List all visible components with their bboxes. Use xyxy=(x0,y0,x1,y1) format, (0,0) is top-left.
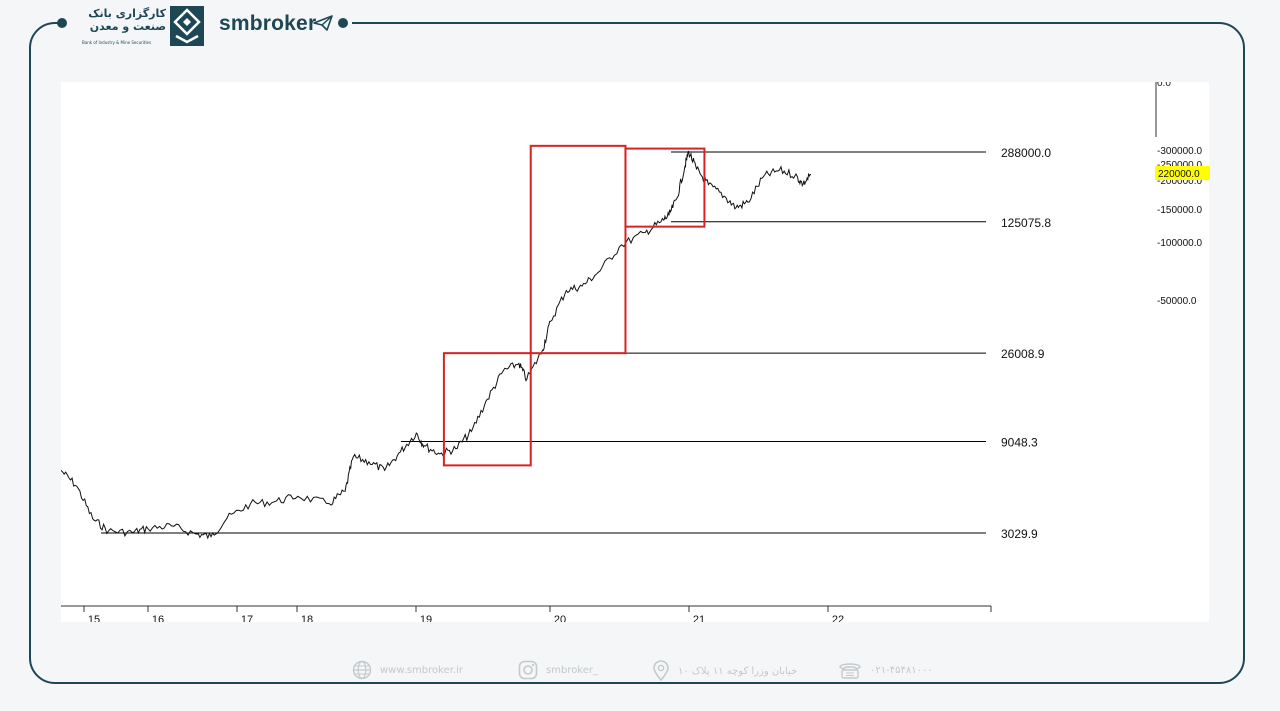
header-dot-left xyxy=(57,18,67,28)
location-pin-icon xyxy=(653,660,669,682)
x-tick-label: 15 xyxy=(88,614,100,622)
chart-panel: 288000.0 125075.8 26008.9 9048.3 3029.9 15 16 1… xyxy=(61,82,1209,622)
right-scale-label: -100000.0 xyxy=(1157,238,1202,249)
right-scale-label: -300000.0 xyxy=(1157,146,1202,157)
footer-website[interactable]: www.smbroker.ir xyxy=(352,660,463,680)
telephone-icon xyxy=(839,663,861,679)
x-tick-label: 21 xyxy=(693,614,705,622)
x-tick-label: 22 xyxy=(832,614,844,622)
last-price-label: 220000.0 xyxy=(1158,169,1200,180)
instagram-icon xyxy=(518,660,538,680)
footer: www.smbroker.ir smbroker_ خیابان وزرا کو… xyxy=(0,656,1280,682)
bank-name: کارگزاری بانک صنعت و معدن xyxy=(82,8,166,32)
paper-plane-icon xyxy=(313,15,333,31)
highlight-box xyxy=(442,352,532,467)
bank-logo: کارگزاری بانک صنعت و معدن Bank of Indust… xyxy=(82,6,204,46)
bank-name-line2: صنعت و معدن xyxy=(89,20,166,33)
globe-icon xyxy=(352,660,372,680)
x-tick-label: 16 xyxy=(152,614,164,622)
level-label: 288000.0 xyxy=(1001,146,1051,160)
level-label: 125075.8 xyxy=(1001,216,1051,230)
right-scale-label: -250000.0 xyxy=(1157,160,1202,171)
right-scale-label: 0.0 xyxy=(1157,82,1171,89)
highlight-box xyxy=(529,144,627,355)
right-price-scale: 0.0 -300000.0 -250000.0 -200000.0 -150000.0 -… xyxy=(1155,82,1210,307)
header-gap xyxy=(62,8,352,38)
bank-emblem-icon xyxy=(170,6,204,46)
page-frame xyxy=(29,22,1245,684)
footer-phone[interactable]: ۰۲۱-۴۵۴۸۱۰۰۰ xyxy=(838,660,933,680)
level-label: 26008.9 xyxy=(1001,347,1045,361)
address-text: خیابان وزرا کوچه ۱۱ پلاک ۱۰ xyxy=(678,665,798,677)
right-scale-label: -50000.0 xyxy=(1157,296,1197,307)
price-series-line xyxy=(61,150,811,540)
x-tick-label: 20 xyxy=(554,614,566,622)
instagram-text: smbroker_ xyxy=(546,664,599,676)
last-price-marker xyxy=(1155,166,1210,180)
bank-name-en: Bank of Industry & Mine Securities xyxy=(82,40,152,45)
bank-name-line1: کارگزاری بانک xyxy=(88,7,166,20)
brand-name: smbroker xyxy=(219,12,317,35)
x-tick-label: 18 xyxy=(301,614,313,622)
website-text: www.smbroker.ir xyxy=(380,664,463,676)
header-dot-right xyxy=(338,18,348,28)
level-label: 9048.3 xyxy=(1001,435,1038,449)
level-label: 3029.9 xyxy=(1001,527,1038,541)
x-tick-label: 19 xyxy=(420,614,432,622)
x-tick-label: 17 xyxy=(241,614,253,622)
right-scale-label: -150000.0 xyxy=(1157,205,1202,216)
price-chart: 288000.0 125075.8 26008.9 9048.3 3029.9 15 16 1… xyxy=(61,144,1051,622)
phone-text: ۰۲۱-۴۵۴۸۱۰۰۰ xyxy=(870,664,933,676)
footer-instagram[interactable]: smbroker_ xyxy=(518,660,598,680)
footer-address: خیابان وزرا کوچه ۱۱ پلاک ۱۰ xyxy=(652,660,797,682)
right-scale-label: -200000.0 xyxy=(1157,176,1202,187)
highlight-box xyxy=(624,147,706,228)
